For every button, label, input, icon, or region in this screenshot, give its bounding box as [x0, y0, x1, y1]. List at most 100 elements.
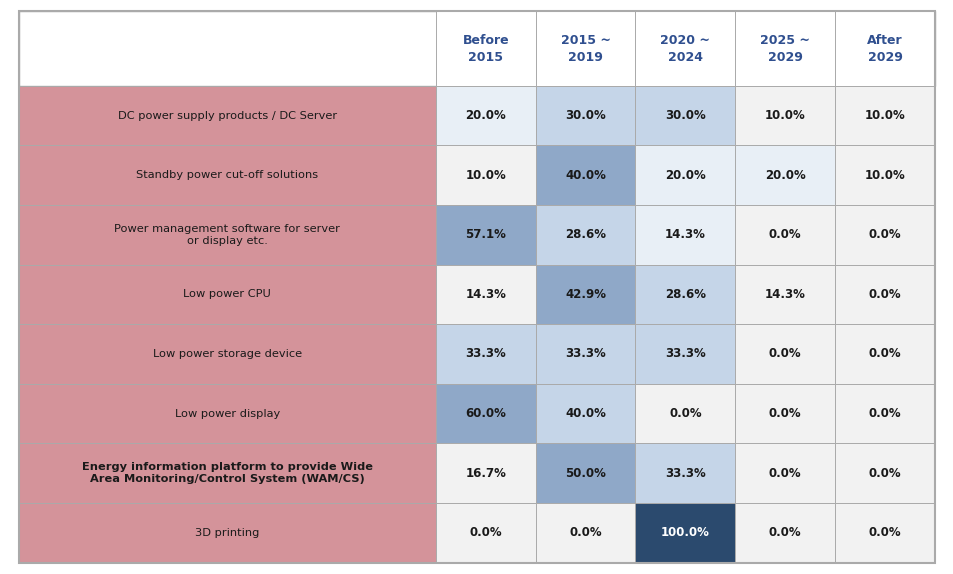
Bar [535, 86, 635, 145]
Bar [635, 145, 735, 205]
Bar [436, 443, 535, 503]
Text: 0.0%: 0.0% [768, 407, 801, 420]
Bar [834, 11, 934, 86]
Text: 0.0%: 0.0% [868, 407, 901, 420]
Bar [535, 205, 635, 265]
Bar [635, 443, 735, 503]
Bar [535, 384, 635, 443]
Text: 33.3%: 33.3% [564, 347, 605, 360]
Bar [834, 86, 934, 145]
Bar [19, 503, 436, 563]
Bar [535, 324, 635, 384]
Bar [436, 11, 535, 86]
Text: 14.3%: 14.3% [664, 228, 705, 241]
Text: 2015 ~
2019: 2015 ~ 2019 [560, 34, 610, 64]
Bar [19, 145, 436, 205]
Text: 100.0%: 100.0% [660, 526, 709, 539]
Text: 10.0%: 10.0% [863, 169, 904, 182]
Bar [535, 503, 635, 563]
Bar [735, 205, 834, 265]
Bar [535, 11, 635, 86]
Text: 0.0%: 0.0% [668, 407, 700, 420]
Bar [19, 11, 934, 86]
Bar [635, 324, 735, 384]
Text: 50.0%: 50.0% [564, 467, 605, 480]
Bar [535, 443, 635, 503]
Text: 30.0%: 30.0% [664, 109, 705, 122]
Bar [735, 503, 834, 563]
Bar [19, 384, 436, 443]
Text: 33.3%: 33.3% [664, 467, 705, 480]
Text: 0.0%: 0.0% [569, 526, 601, 539]
Text: 40.0%: 40.0% [564, 407, 605, 420]
Text: 60.0%: 60.0% [465, 407, 506, 420]
Text: 0.0%: 0.0% [768, 347, 801, 360]
Text: 16.7%: 16.7% [465, 467, 506, 480]
Text: 28.6%: 28.6% [564, 228, 605, 241]
Text: 3D printing: 3D printing [195, 528, 259, 538]
Text: 0.0%: 0.0% [868, 288, 901, 301]
Bar [19, 443, 436, 503]
Text: Standby power cut-off solutions: Standby power cut-off solutions [136, 170, 318, 180]
Bar [834, 503, 934, 563]
Bar [735, 443, 834, 503]
Bar [635, 11, 735, 86]
Text: 0.0%: 0.0% [768, 228, 801, 241]
Bar [436, 86, 535, 145]
Bar [735, 384, 834, 443]
Bar [19, 324, 436, 384]
Bar [436, 265, 535, 324]
Text: Low power display: Low power display [174, 409, 280, 418]
Bar [635, 86, 735, 145]
Bar [19, 265, 436, 324]
Text: 10.0%: 10.0% [764, 109, 804, 122]
Text: 33.3%: 33.3% [465, 347, 505, 360]
Bar [436, 384, 535, 443]
Text: 57.1%: 57.1% [465, 228, 506, 241]
Bar [735, 145, 834, 205]
Bar [635, 384, 735, 443]
Text: 10.0%: 10.0% [465, 169, 505, 182]
Text: 0.0%: 0.0% [768, 526, 801, 539]
Bar [436, 503, 535, 563]
Text: 14.3%: 14.3% [764, 288, 804, 301]
Bar [535, 145, 635, 205]
Text: Energy information platform to provide Wide
Area Monitoring/Control System (WAM/: Energy information platform to provide W… [82, 462, 373, 484]
Text: Power management software for server
or display etc.: Power management software for server or … [114, 224, 340, 246]
Text: 0.0%: 0.0% [868, 467, 901, 480]
Bar [635, 503, 735, 563]
Bar [834, 145, 934, 205]
Bar [834, 384, 934, 443]
Bar [535, 265, 635, 324]
Bar [635, 265, 735, 324]
Bar [735, 324, 834, 384]
Text: 14.3%: 14.3% [465, 288, 506, 301]
Bar [834, 443, 934, 503]
Bar [735, 11, 834, 86]
Text: Before
2015: Before 2015 [462, 34, 509, 64]
Bar [19, 86, 436, 145]
Text: 20.0%: 20.0% [764, 169, 804, 182]
Text: 10.0%: 10.0% [863, 109, 904, 122]
Bar [834, 324, 934, 384]
Text: 42.9%: 42.9% [564, 288, 605, 301]
Text: 0.0%: 0.0% [868, 347, 901, 360]
Text: DC power supply products / DC Server: DC power supply products / DC Server [118, 111, 336, 121]
Bar [735, 265, 834, 324]
Text: 20.0%: 20.0% [664, 169, 705, 182]
Text: Low power storage device: Low power storage device [152, 349, 302, 359]
Text: 40.0%: 40.0% [564, 169, 605, 182]
Text: 33.3%: 33.3% [664, 347, 705, 360]
Bar [19, 205, 436, 265]
Text: 0.0%: 0.0% [868, 228, 901, 241]
Bar [834, 265, 934, 324]
Bar [436, 324, 535, 384]
Text: 0.0%: 0.0% [469, 526, 501, 539]
Text: 20.0%: 20.0% [465, 109, 505, 122]
Text: 30.0%: 30.0% [564, 109, 605, 122]
Text: After
2029: After 2029 [866, 34, 902, 64]
Text: 0.0%: 0.0% [768, 467, 801, 480]
Bar [834, 205, 934, 265]
Text: Low power CPU: Low power CPU [183, 289, 271, 300]
Bar [436, 145, 535, 205]
